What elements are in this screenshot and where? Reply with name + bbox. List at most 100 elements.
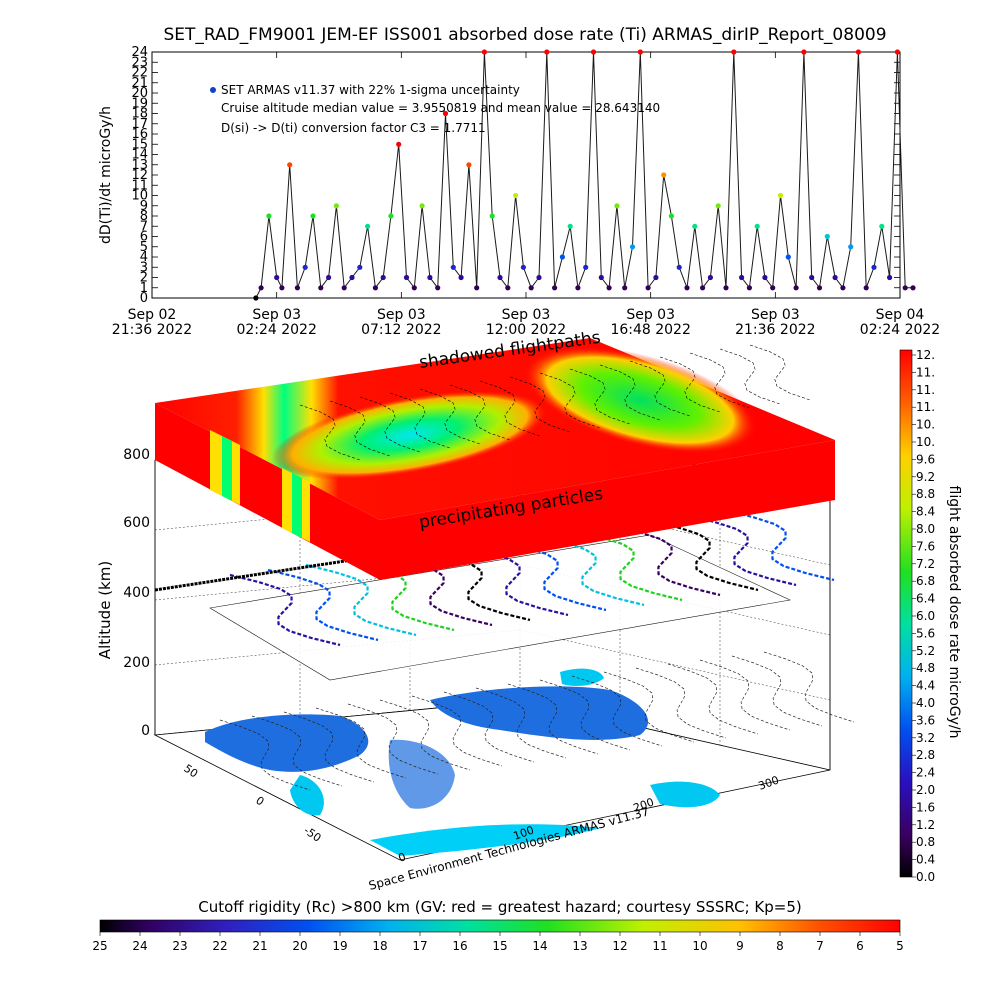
data-point xyxy=(450,264,456,270)
data-point xyxy=(567,223,573,229)
slab-shadowed-tracks xyxy=(299,344,811,461)
data-point xyxy=(333,203,339,209)
continent-south-america xyxy=(290,775,324,816)
y-tick-label: 20 xyxy=(131,86,148,101)
legend-entry-series: SET ARMAS v11.37 with 22% 1-sigma uncert… xyxy=(221,83,520,97)
data-point xyxy=(365,223,371,229)
data-point xyxy=(302,264,308,270)
y-tick-label: 6 xyxy=(140,230,148,245)
right-colorbar-tick-label: 1.2 xyxy=(916,818,935,832)
right-colorbar-tick-label: 3.6 xyxy=(916,713,935,727)
altitude-ticks: 0 200 400 600 800 xyxy=(123,447,150,739)
legend-entry-conversion: D(si) -> D(ti) conversion factor C3 = 1.… xyxy=(221,121,486,135)
y-tick-label: 12 xyxy=(131,168,148,183)
data-point xyxy=(684,285,690,291)
ground-track xyxy=(667,663,759,735)
orbit-track xyxy=(571,528,683,602)
y-tick-label: 23 xyxy=(131,55,148,70)
orbit-track xyxy=(229,573,341,647)
ground-track xyxy=(507,683,599,755)
orbit-track xyxy=(533,533,645,607)
data-point xyxy=(372,285,378,291)
right-colorbar-ticks: 0.0 0.4 0.8 1.2 1.6 2.0 2.4 2.8 3.2 3.6 4.0 4.4 4.8 5… xyxy=(912,348,935,884)
data-point xyxy=(824,233,830,240)
data-point xyxy=(739,274,745,281)
x-tick-label-date: Sep 04 xyxy=(876,307,925,323)
slab-track xyxy=(329,400,391,457)
slab-track xyxy=(479,380,541,437)
y-tick-label: 14 xyxy=(131,148,148,163)
orbit-track xyxy=(609,523,721,597)
right-colorbar-tick-label: 5.2 xyxy=(916,644,935,658)
right-colorbar-tick-label: 8.8 xyxy=(916,487,935,501)
slab-blob-cyan xyxy=(271,390,549,480)
right-colorbar-tick-label: 2.0 xyxy=(916,783,935,797)
data-point xyxy=(403,274,410,281)
data-point xyxy=(552,285,558,291)
right-colorbar-tick-label: 5.6 xyxy=(916,626,935,640)
data-point xyxy=(715,203,721,209)
altitude-tick-800: 800 xyxy=(123,447,150,463)
altitude-tick-200: 200 xyxy=(123,655,150,671)
y-tick-label: 10 xyxy=(131,189,148,204)
ground-track xyxy=(379,699,471,771)
right-colorbar-tick-label: 10. xyxy=(916,418,935,432)
right-colorbar-tick-label: 8.0 xyxy=(916,522,935,536)
data-point xyxy=(274,274,280,281)
ground-track xyxy=(763,651,855,723)
continent-africa xyxy=(388,739,455,809)
y-tick-label: 1 xyxy=(140,281,148,296)
slab-track xyxy=(419,388,481,445)
data-point xyxy=(583,264,589,270)
x-tick-label-date: Sep 03 xyxy=(751,307,800,323)
continent-australia xyxy=(650,781,720,808)
data-point xyxy=(910,285,916,291)
y-tick-label: 2 xyxy=(140,271,148,286)
data-point xyxy=(388,213,394,219)
slab-track xyxy=(509,376,571,433)
data-point xyxy=(887,274,893,281)
data-point xyxy=(294,285,300,291)
slab-track xyxy=(749,344,811,401)
data-point xyxy=(435,285,441,291)
x-tick-label-time: 07:12 2022 xyxy=(361,322,441,338)
orbit-track xyxy=(305,563,417,637)
y-tick-label: 16 xyxy=(131,127,148,142)
right-colorbar-tick-label: 1.6 xyxy=(916,800,935,814)
x-tick-label-time: 02:24 2022 xyxy=(236,322,316,338)
bottom-colorbar-tick-label: 24 xyxy=(132,939,147,953)
data-point xyxy=(258,285,264,291)
slab-track xyxy=(359,396,421,453)
x-tick-label-time: 16:48 2022 xyxy=(610,322,690,338)
ground-track xyxy=(635,667,727,739)
y-tick-label: 11 xyxy=(131,178,148,193)
legend-marker xyxy=(210,87,216,93)
data-point xyxy=(676,264,682,270)
altitude-tick-600: 600 xyxy=(123,515,150,531)
data-point xyxy=(326,274,332,281)
y-tick-label: 0 xyxy=(140,291,148,306)
data-point xyxy=(341,285,347,291)
data-point xyxy=(528,285,534,291)
data-point xyxy=(544,49,550,55)
data-point xyxy=(253,295,259,301)
data-point xyxy=(840,285,846,291)
slab-left-band2-green xyxy=(292,473,302,538)
y-tick-label: 5 xyxy=(140,240,148,255)
right-colorbar xyxy=(899,349,913,878)
right-colorbar-tick-label: 7.6 xyxy=(916,539,935,553)
slab-track xyxy=(689,352,751,409)
data-point xyxy=(497,274,503,281)
x-tick-label-time: 02:24 2022 xyxy=(860,322,940,338)
data-point xyxy=(520,264,527,270)
orbit-track xyxy=(723,508,835,582)
data-point xyxy=(707,274,714,281)
ground-track xyxy=(315,707,407,779)
slab-front-right xyxy=(380,440,835,580)
bottom-colorbar-tick-label: 5 xyxy=(896,939,904,953)
bottom-colorbar-tick-label: 16 xyxy=(452,939,467,953)
right-colorbar-tick-label: 9.6 xyxy=(916,452,935,466)
